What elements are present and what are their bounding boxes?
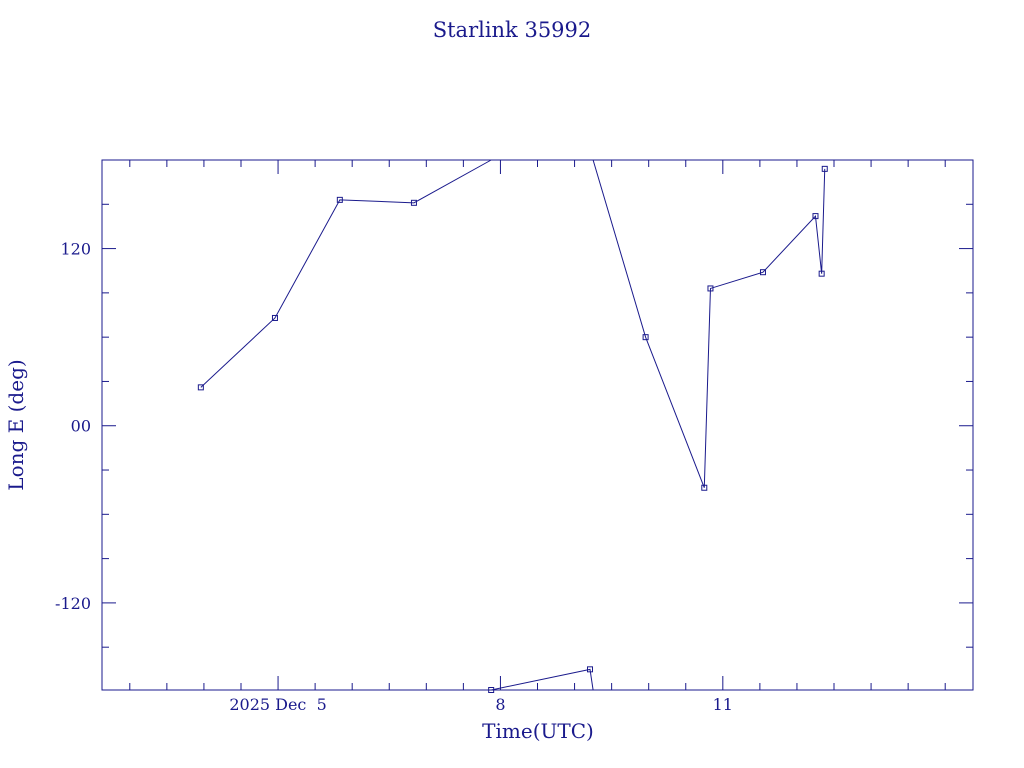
x-tick-label: 2025 Dec 5: [229, 695, 326, 714]
data-point-marker: [701, 484, 708, 491]
data-point-marker: [587, 666, 594, 673]
data-point-marker: [821, 165, 828, 172]
x-axis-label: Time(UTC): [482, 719, 594, 743]
x-axis-ticks: 2025 Dec 5 8 11: [129, 160, 946, 714]
data-point-marker: [336, 196, 343, 203]
series-line-segment: [200, 159, 492, 388]
y-tick-label: 00: [71, 417, 91, 436]
y-axis-ticks: 120 00 -120: [55, 203, 973, 648]
y-axis-label: Long E (deg): [4, 359, 28, 490]
series-layer: [197, 159, 828, 693]
x-tick-label: 11: [713, 695, 733, 714]
data-point-marker: [759, 269, 766, 276]
series-line-segment: [491, 668, 594, 691]
chart-title: Starlink 35992: [433, 18, 592, 42]
y-tick-label: 120: [60, 240, 91, 259]
y-tick-label: -120: [55, 594, 91, 613]
x-tick-label: 8: [495, 695, 505, 714]
data-point-marker: [642, 334, 649, 341]
data-point-marker: [707, 285, 714, 292]
data-point-marker: [818, 270, 825, 277]
data-point-marker: [197, 384, 204, 391]
series-line-segment: [592, 159, 826, 488]
data-point-marker: [812, 213, 819, 220]
data-point-marker: [271, 314, 278, 321]
data-point-marker: [410, 199, 417, 206]
data-point-marker: [488, 687, 495, 693]
plot-frame: [101, 159, 974, 691]
